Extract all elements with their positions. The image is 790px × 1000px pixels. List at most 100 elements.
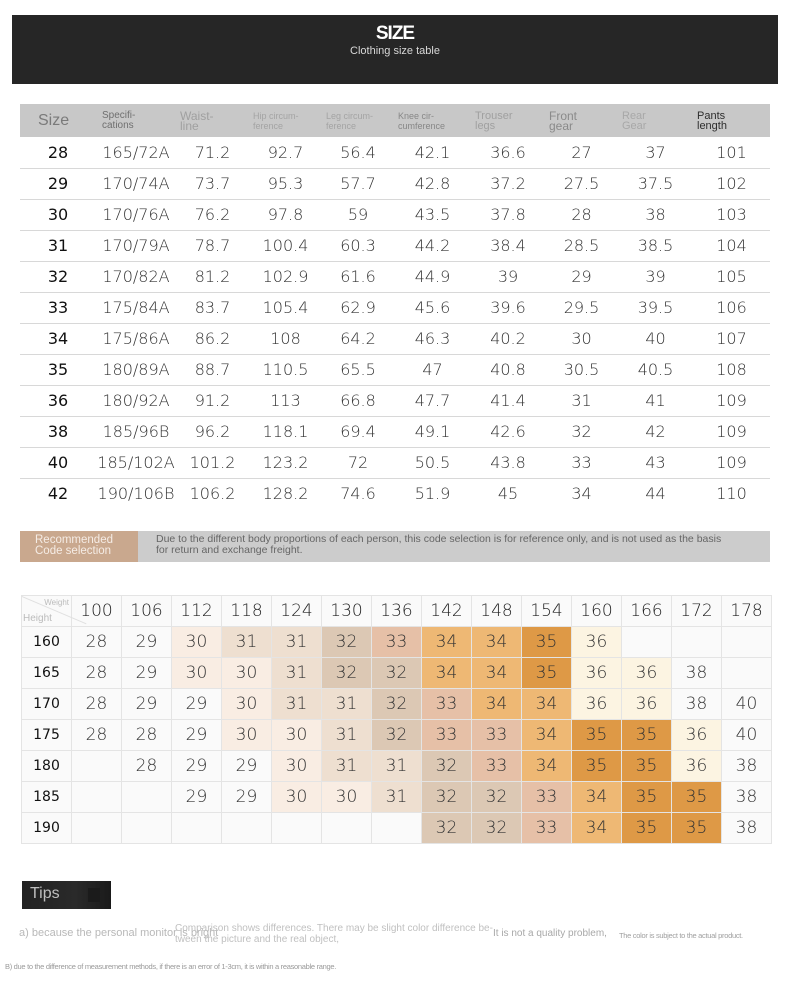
recommended-size-cell: [271, 812, 322, 844]
recommended-size-cell: 36: [571, 657, 622, 689]
measurement-cell: 128.2: [262, 484, 309, 504]
recommended-size-cell: 30: [221, 719, 272, 751]
measurement-cell: 170/74A: [96, 168, 176, 200]
recommended-size-cell: 32: [371, 719, 422, 751]
height-row-header: 190: [21, 812, 72, 844]
measurement-cell: 113: [249, 385, 322, 417]
grid-row: 165 28 29 30 30 31 32 32 34 34 35 36 36 38: [21, 657, 772, 689]
recommended-size-cell: 34: [471, 688, 522, 720]
measurement-cell: 118.1: [249, 416, 322, 448]
measurement-cell: 175/84A: [96, 292, 176, 324]
size-table-row: 34 175/86A 86.2 108 64.2 46.3 40.2 30 40 107: [20, 323, 770, 355]
header-leg-circumference: Leg circum-ference: [322, 104, 394, 137]
recommended-size-cell: 30: [271, 750, 322, 782]
recommended-size-cell: 36: [621, 657, 672, 689]
measurement-cell: 165/72A: [96, 137, 176, 169]
grid-row: 180 28 29 29 30 31 31 32 33 34 35 35 36 38: [21, 750, 772, 782]
recommended-size-cell: 34: [521, 719, 572, 751]
measurement-cell: 190/106B: [97, 484, 175, 504]
page-subtitle: Clothing size table: [350, 45, 440, 57]
header-front-gear: Front gear: [545, 104, 618, 137]
recommended-size-cell: 32: [421, 781, 472, 813]
measurement-cell: 37.2: [471, 168, 545, 200]
tips-title: Tips: [30, 885, 60, 902]
tip-a-part2: Comparison shows differences. There may …: [175, 923, 493, 945]
recommended-size-cell: 31: [321, 750, 372, 782]
recommended-size-cell: 33: [421, 688, 472, 720]
size-cell: 28: [20, 137, 96, 169]
measurement-cell: 175/86A: [96, 323, 176, 355]
measurement-cell: 28: [545, 199, 618, 231]
size-table-row: 33 175/84A 83.7 105.4 62.9 45.6 39.6 29.5 39.5 10…: [20, 292, 770, 324]
recommended-size-cell: [321, 812, 372, 844]
measurement-cell: 170/79A: [96, 230, 176, 262]
measurement-cell: 95.3: [249, 168, 322, 200]
size-table-row: 31 170/79A 78.7 100.4 60.3 44.2 38.4 28.5 38.5 10…: [20, 230, 770, 262]
measurement-cell: 109: [693, 385, 770, 417]
measurement-cell: 62.9: [322, 292, 394, 324]
recommended-size-cell: 35: [621, 781, 672, 813]
header-waistline: Waist-line: [176, 104, 249, 137]
measurement-cell: 47.7: [394, 385, 471, 417]
size-cell: 35: [20, 354, 96, 386]
recommended-size-cell: 35: [621, 812, 672, 844]
recommended-size-cell: 33: [471, 719, 522, 751]
recommended-size-cell: 30: [321, 781, 372, 813]
recommended-size-cell: 34: [521, 688, 572, 720]
measurement-cell: 50.5: [394, 447, 471, 479]
tip-b: B) due to the difference of measurement …: [5, 962, 337, 971]
measurement-cell: 88.7: [176, 354, 249, 386]
measurement-cell: 66.8: [322, 385, 394, 417]
grid-header-row: Weight Height 100 106 112 118 124 130 136 142 14…: [21, 595, 772, 627]
recommended-size-cell: 34: [571, 781, 622, 813]
measurement-cell: 74.6: [340, 484, 376, 504]
weight-column-header: 124: [271, 595, 322, 627]
measurement-cell: 44.9: [394, 261, 471, 293]
measurement-cell: 101.2: [176, 447, 249, 479]
size-cell: 38: [20, 416, 96, 448]
recommended-size-cell: 31: [271, 657, 322, 689]
measurement-cell: 42.1: [394, 137, 471, 169]
measurement-cell: 78.7: [176, 230, 249, 262]
measurement-cell: 38.5: [618, 230, 693, 262]
recommended-size-cell: [71, 750, 122, 782]
height-row-header: 170: [21, 688, 72, 720]
recommended-size-cell: 28: [71, 688, 122, 720]
measurement-cell: 69.4: [322, 416, 394, 448]
size-table-row: 38 185/96B 96.2 118.1 69.4 49.1 42.6 32 42 109: [20, 416, 770, 448]
recommended-size-cell: 31: [371, 781, 422, 813]
weight-column-header: 154: [521, 595, 572, 627]
tips-header: Tips: [22, 881, 111, 909]
measurement-cell: 27.5: [545, 168, 618, 200]
weight-column-header: 136: [371, 595, 422, 627]
measurement-cell: 44: [645, 484, 666, 504]
recommended-size-cell: 30: [271, 781, 322, 813]
recommended-size-cell: 28: [71, 719, 122, 751]
tip-a-part4: The color is subject to the actual produ…: [619, 931, 743, 940]
measurement-cell: 100.4: [249, 230, 322, 262]
measurement-cell: 105: [693, 261, 770, 293]
recommended-size-cell: 28: [121, 750, 172, 782]
weight-column-header: 142: [421, 595, 472, 627]
measurement-cell: 123.2: [249, 447, 322, 479]
header-hip-circumference: Hip circum-ference: [249, 104, 322, 137]
recommended-size-cell: 31: [321, 719, 372, 751]
measurement-cell: 37: [618, 137, 693, 169]
height-axis-label: Height: [23, 613, 52, 624]
recommended-size-cell: 31: [321, 688, 372, 720]
header-knee-circumference: Knee cir-cumference: [394, 104, 471, 137]
recommended-size-cell: 28: [71, 626, 122, 658]
recommended-size-cell: 32: [471, 812, 522, 844]
tip-a-part1: a) because the personal monitor is brigh…: [19, 927, 219, 939]
measurement-cell: 36.6: [471, 137, 545, 169]
recommended-size-cell: 30: [221, 688, 272, 720]
measurement-cell: 101: [693, 137, 770, 169]
weight-column-header: 148: [471, 595, 522, 627]
measurement-cell: 92.7: [249, 137, 322, 169]
measurement-cell: 29.5: [545, 292, 618, 324]
height-row-header: 165: [21, 657, 72, 689]
weight-column-header: 130: [321, 595, 372, 627]
measurement-cell: 40: [618, 323, 693, 355]
measurement-cell: 46.3: [394, 323, 471, 355]
recommended-size-cell: 32: [321, 657, 372, 689]
